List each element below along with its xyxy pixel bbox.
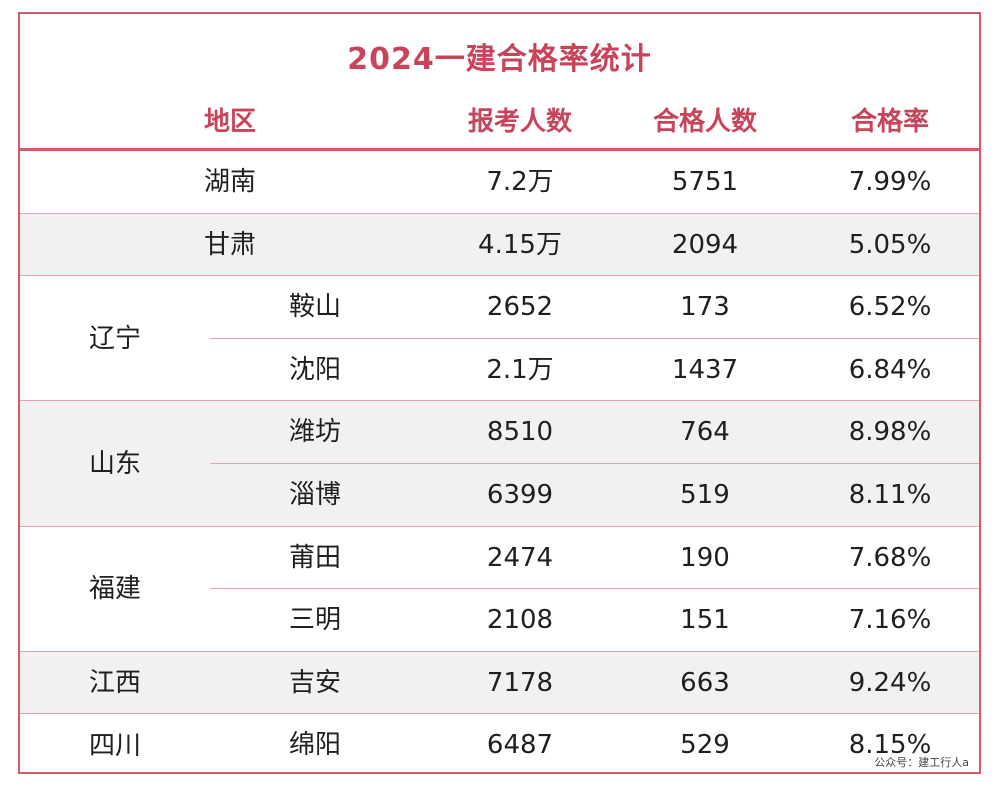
row-divider: [20, 650, 979, 652]
cell-applicants: 8510: [486, 417, 554, 448]
cell-applicants: 7.2万: [486, 167, 554, 197]
table-row: 绵阳 6487 529 8.15%: [20, 714, 979, 772]
cell-applicants: 2652: [486, 292, 554, 323]
cell-rate: 9.24%: [848, 667, 932, 698]
row-divider: [20, 525, 979, 527]
cell-applicants: 2474: [486, 542, 554, 573]
cell-rate: 5.05%: [848, 229, 932, 260]
table-row: 吉安 7178 663 9.24%: [20, 651, 979, 715]
cell-city: 沈阳: [288, 354, 341, 385]
cell-passed: 190: [680, 542, 730, 573]
cell-passed: 519: [680, 480, 730, 510]
cell-city: 绵阳: [288, 730, 341, 761]
footnote: 公众号：建工行人a: [874, 756, 969, 769]
table-row: 三明 2108 151 7.16%: [20, 589, 979, 652]
cell-rate: 7.16%: [848, 605, 932, 636]
row-divider: [20, 212, 979, 214]
cell-city: 鞍山: [288, 292, 341, 323]
cell-rate: 8.98%: [848, 417, 932, 448]
cell-rate: 7.68%: [848, 542, 932, 573]
table-row: 沈阳 2.1万 1437 6.84%: [20, 339, 979, 402]
row-divider: [20, 275, 979, 277]
cell-rate: 6.52%: [848, 292, 932, 323]
cell-applicants: 2.1万: [486, 354, 554, 385]
cell-passed: 529: [680, 730, 730, 761]
cell-province: 江西: [88, 668, 141, 699]
row-divider: [20, 713, 979, 715]
header-applicants: 报考人数: [467, 107, 572, 137]
stats-table-frame: 2024一建合格率统计 地区 报考人数 合格人数 合格率 湖南 7.2万 5751 7…: [18, 12, 981, 774]
header-divider: [20, 148, 979, 151]
cell-province: 辽宁: [88, 323, 141, 354]
cell-applicants: 6487: [486, 730, 554, 761]
cell-applicants: 4.15万: [478, 229, 562, 260]
cell-applicants: 6399: [486, 480, 554, 510]
table-header-row: 地区 报考人数 合格人数 合格率: [20, 96, 979, 148]
cell-province: 湖南: [203, 167, 256, 197]
table-row: 莆田 2474 190 7.68%: [20, 527, 979, 590]
header-rate: 合格率: [850, 107, 929, 137]
cell-city: 淄博: [288, 480, 341, 510]
table-row: 鞍山 2652 173 6.52%: [20, 276, 979, 339]
row-divider: [20, 400, 979, 402]
cell-city: 三明: [288, 605, 341, 636]
header-region: 地区: [203, 107, 256, 137]
table-row: 淄博 6399 519 8.11%: [20, 464, 979, 527]
cell-rate: 8.11%: [848, 480, 932, 510]
cell-city: 吉安: [288, 667, 341, 698]
cell-city: 莆田: [288, 542, 341, 573]
cell-passed: 663: [680, 667, 730, 698]
cell-rate: 6.84%: [848, 354, 932, 385]
cell-province: 福建: [88, 574, 141, 605]
table-row: 甘肃 4.15万 2094 5.05%: [20, 213, 979, 277]
cell-province: 甘肃: [203, 229, 256, 260]
cell-applicants: 7178: [486, 667, 554, 698]
row-divider: [210, 588, 979, 590]
cell-passed: 764: [680, 417, 730, 448]
cell-city: 潍坊: [288, 417, 341, 448]
cell-passed: 2094: [671, 229, 739, 260]
cell-applicants: 2108: [486, 605, 554, 636]
row-divider: [210, 462, 979, 464]
table-title: 2024一建合格率统计: [347, 42, 652, 77]
table-row: 潍坊 8510 764 8.98%: [20, 401, 979, 464]
cell-passed: 1437: [671, 354, 739, 385]
cell-passed: 173: [680, 292, 730, 323]
cell-rate: 7.99%: [848, 167, 932, 197]
cell-rate: 8.15%: [848, 730, 932, 761]
cell-province: 山东: [88, 449, 141, 479]
row-divider: [210, 337, 979, 339]
header-passed: 合格人数: [652, 107, 757, 137]
cell-province: 四川: [88, 730, 141, 761]
table-row: 湖南 7.2万 5751 7.99%: [20, 151, 979, 214]
cell-passed: 5751: [671, 167, 739, 197]
cell-passed: 151: [680, 605, 730, 636]
